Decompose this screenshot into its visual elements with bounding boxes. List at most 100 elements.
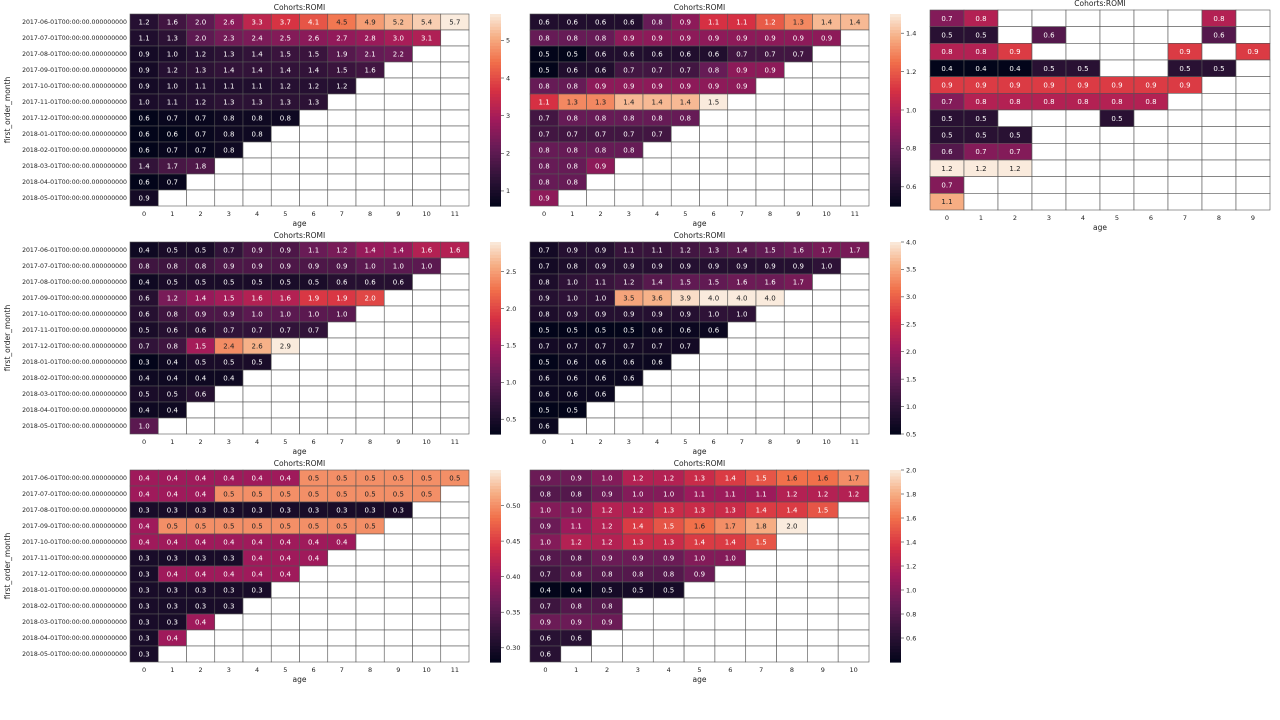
heatmap-cell bbox=[840, 157, 870, 175]
colorbar-segment bbox=[490, 26, 501, 31]
cell-value-label: 0.7 bbox=[595, 343, 606, 351]
heatmap-cell bbox=[412, 565, 442, 583]
colorbar-segment bbox=[890, 655, 901, 660]
colorbar-segment bbox=[890, 81, 901, 85]
colorbar-segment bbox=[890, 498, 901, 503]
heatmap-cell bbox=[242, 141, 272, 159]
cell-value-label: 0.4 bbox=[195, 491, 207, 499]
heatmap-cell bbox=[652, 645, 685, 663]
colorbar-segment bbox=[490, 489, 501, 493]
heatmap-cell bbox=[270, 597, 300, 615]
heatmap-cell bbox=[997, 109, 1033, 127]
cell-value-label: 0.9 bbox=[708, 263, 719, 271]
heatmap-cell bbox=[383, 77, 413, 95]
cell-value-label: 0.7 bbox=[280, 327, 291, 335]
colorbar-segment bbox=[490, 122, 501, 127]
heatmap-cell bbox=[355, 385, 385, 403]
cell-value-label: 1.3 bbox=[567, 99, 578, 107]
cell-value-label: 0.9 bbox=[567, 311, 578, 319]
cell-value-label: 0.6 bbox=[652, 327, 664, 335]
heatmap-cell bbox=[727, 417, 757, 435]
heatmap-cell bbox=[670, 189, 700, 207]
heatmap-cell bbox=[440, 353, 470, 371]
colorbar-tick-label: 1.0 bbox=[906, 106, 916, 114]
heatmap-cell bbox=[355, 125, 385, 143]
heatmap-cell bbox=[1099, 26, 1135, 44]
cell-value-label: 0.6 bbox=[539, 391, 551, 399]
heatmap-cell bbox=[355, 401, 385, 419]
heatmap-cell bbox=[812, 141, 842, 159]
colorbar-segment bbox=[490, 116, 501, 121]
heatmap-cell bbox=[270, 189, 300, 207]
cell-value-label: 0.4 bbox=[195, 571, 207, 579]
cell-value-label: 0.8 bbox=[571, 571, 582, 579]
colorbar-segment bbox=[490, 296, 501, 301]
colorbar-segment bbox=[890, 470, 901, 474]
colorbar-segment bbox=[490, 46, 501, 50]
heatmap-cell bbox=[557, 189, 587, 207]
colorbar-segment bbox=[490, 167, 501, 172]
heatmap-cell bbox=[412, 353, 442, 371]
cell-value-label: 0.6 bbox=[195, 391, 207, 399]
cell-value-label: 1.0 bbox=[567, 295, 578, 303]
heatmap-cell bbox=[755, 337, 785, 355]
heatmap-cell bbox=[812, 305, 842, 323]
colorbar-segment bbox=[490, 267, 501, 272]
heatmap-cell bbox=[355, 353, 385, 371]
heatmap-cell bbox=[727, 157, 757, 175]
cell-value-label: 0.8 bbox=[595, 35, 606, 43]
cell-value-label: 1.5 bbox=[223, 295, 234, 303]
heatmap-cell bbox=[355, 565, 385, 583]
cell-value-label: 1.7 bbox=[848, 475, 859, 483]
heatmap-cell bbox=[355, 417, 385, 435]
colorbar-segment bbox=[490, 20, 501, 25]
heatmap-cell bbox=[440, 257, 470, 275]
heatmap-cell bbox=[412, 417, 442, 435]
y-tick-label: 2018-04-01T00:00:00.000000000 bbox=[22, 179, 127, 186]
colorbar-tick-label: 3.0 bbox=[906, 293, 916, 301]
heatmap-cell bbox=[327, 549, 357, 567]
colorbar-segment bbox=[490, 649, 501, 653]
colorbar-segment bbox=[890, 543, 901, 548]
colorbar-tick-label: 4 bbox=[506, 74, 510, 82]
colorbar-segment bbox=[490, 575, 501, 580]
cell-value-label: 0.5 bbox=[941, 115, 952, 123]
heatmap-cell bbox=[1133, 143, 1169, 161]
heatmap-cell bbox=[327, 385, 357, 403]
heatmap-cell bbox=[1201, 93, 1237, 111]
heatmap-cell bbox=[776, 565, 808, 583]
cell-value-label: 0.9 bbox=[601, 619, 612, 627]
heatmap-cell bbox=[383, 141, 413, 159]
heatmap-cell bbox=[327, 173, 357, 191]
heatmap-cell bbox=[1133, 126, 1169, 144]
heatmap-cell bbox=[242, 385, 272, 403]
cell-value-label: 0.4 bbox=[280, 475, 292, 483]
cell-value-label: 1.2 bbox=[941, 165, 952, 173]
cell-value-label: 0.9 bbox=[652, 263, 663, 271]
y-tick-label: 2017-09-01T00:00:00.000000000 bbox=[22, 523, 127, 530]
cell-value-label: 1.0 bbox=[663, 491, 674, 499]
colorbar-segment bbox=[490, 261, 501, 265]
heatmap-cell bbox=[299, 369, 329, 387]
colorbar-segment bbox=[490, 524, 501, 529]
colorbar-segment bbox=[490, 569, 501, 573]
heatmap-cell bbox=[1201, 176, 1237, 194]
cell-value-label: 0.8 bbox=[623, 115, 634, 123]
cell-value-label: 0.8 bbox=[567, 35, 578, 43]
colorbar-segment bbox=[890, 614, 901, 618]
heatmap-cell bbox=[440, 501, 470, 519]
x-tick-label: 9 bbox=[796, 438, 800, 446]
cell-value-label: 0.9 bbox=[1145, 82, 1156, 90]
cell-value-label: 0.4 bbox=[223, 571, 235, 579]
cell-value-label: 0.9 bbox=[540, 475, 551, 483]
colorbar-segment bbox=[490, 363, 501, 368]
heatmap-cell bbox=[699, 385, 729, 403]
cell-value-label: 0.9 bbox=[941, 82, 952, 90]
cell-value-label: 0.5 bbox=[252, 359, 263, 367]
cell-value-label: 0.3 bbox=[365, 507, 376, 515]
heatmap-cell bbox=[299, 189, 329, 207]
cell-value-label: 0.5 bbox=[539, 327, 550, 335]
cell-value-label: 0.9 bbox=[223, 311, 234, 319]
heatmap-cell bbox=[440, 273, 470, 291]
heatmap-cell bbox=[997, 176, 1033, 194]
